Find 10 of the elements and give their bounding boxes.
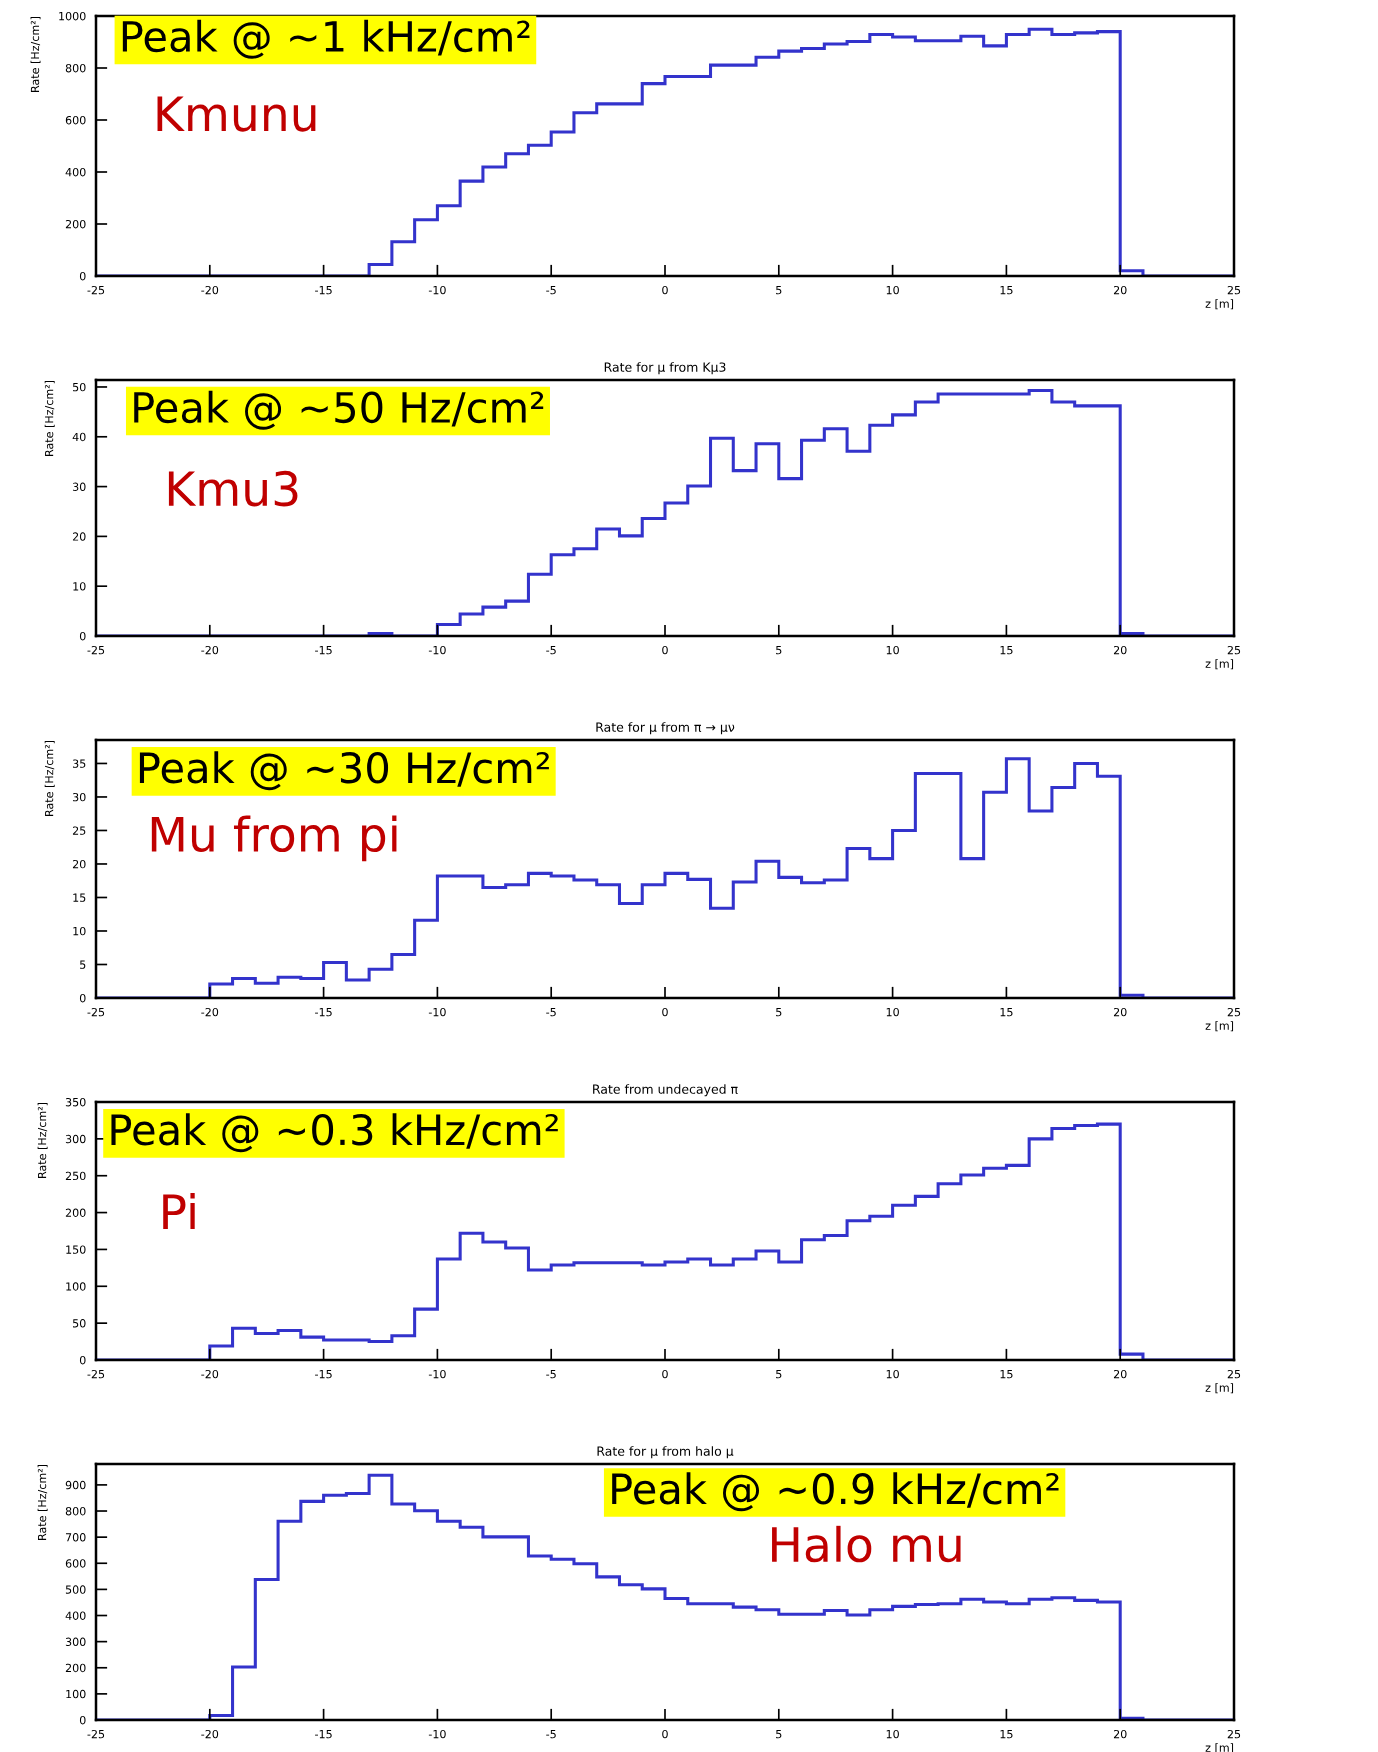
annotation: Pi bbox=[163, 1193, 195, 1229]
annotation: Kmunu bbox=[157, 96, 316, 132]
annotation: Kmu3 bbox=[168, 470, 298, 507]
annotation: Peak @ ~30 Hz/cm² bbox=[139, 751, 549, 791]
annotation: Peak @ ~50 Hz/cm² bbox=[134, 390, 544, 430]
annotation: Halo mu bbox=[772, 1525, 961, 1563]
annotation: Peak @ ~0.9 kHz/cm² bbox=[612, 1472, 1059, 1512]
annotation: Mu from pi bbox=[151, 815, 397, 862]
annotation: Peak @ ~1 kHz/cm² bbox=[122, 19, 530, 59]
annotation: Peak @ ~0.3 kHz/cm² bbox=[111, 1113, 558, 1153]
